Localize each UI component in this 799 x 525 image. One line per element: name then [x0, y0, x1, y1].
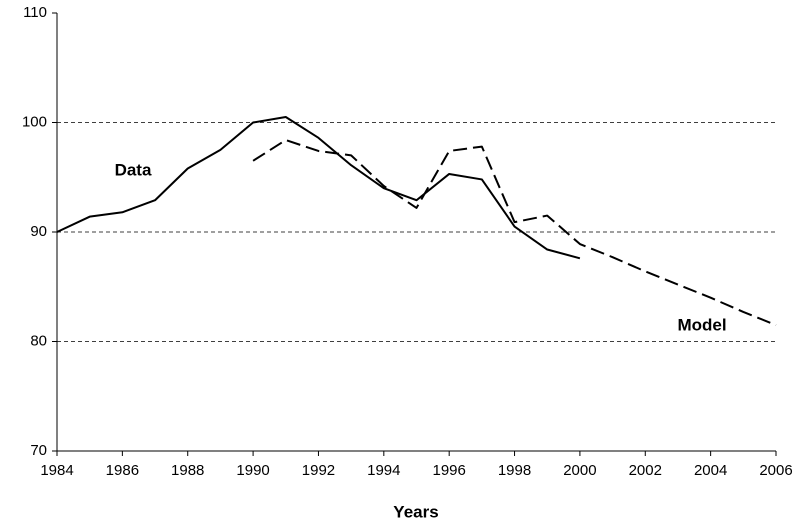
- x-tick-label: 1984: [40, 462, 73, 479]
- x-tick-label: 1994: [367, 462, 400, 479]
- series-line: [56, 116, 581, 260]
- y-tick-label: 70: [30, 442, 47, 459]
- x-tick-label: 1992: [302, 462, 335, 479]
- y-tick-label: 90: [30, 223, 47, 240]
- x-tick-label: 2006: [759, 462, 792, 479]
- x-axis-label: Years: [393, 502, 438, 521]
- y-tick-label: 110: [23, 4, 47, 21]
- x-tick-label: 2000: [563, 462, 596, 479]
- y-tick-label: 80: [30, 332, 47, 349]
- x-tick-label: 1998: [498, 462, 531, 479]
- x-tick-label: 1990: [236, 462, 269, 479]
- x-tick-label: 1996: [432, 462, 465, 479]
- series-line: [252, 139, 777, 327]
- series-annotation: Data: [115, 160, 152, 179]
- x-tick-label: 1986: [106, 462, 139, 479]
- series-annotation: Model: [677, 315, 726, 334]
- x-tick-label: 2002: [629, 462, 662, 479]
- y-tick-label: 100: [22, 113, 47, 130]
- x-tick-label: 2004: [694, 462, 727, 479]
- x-tick-label: 1988: [171, 462, 204, 479]
